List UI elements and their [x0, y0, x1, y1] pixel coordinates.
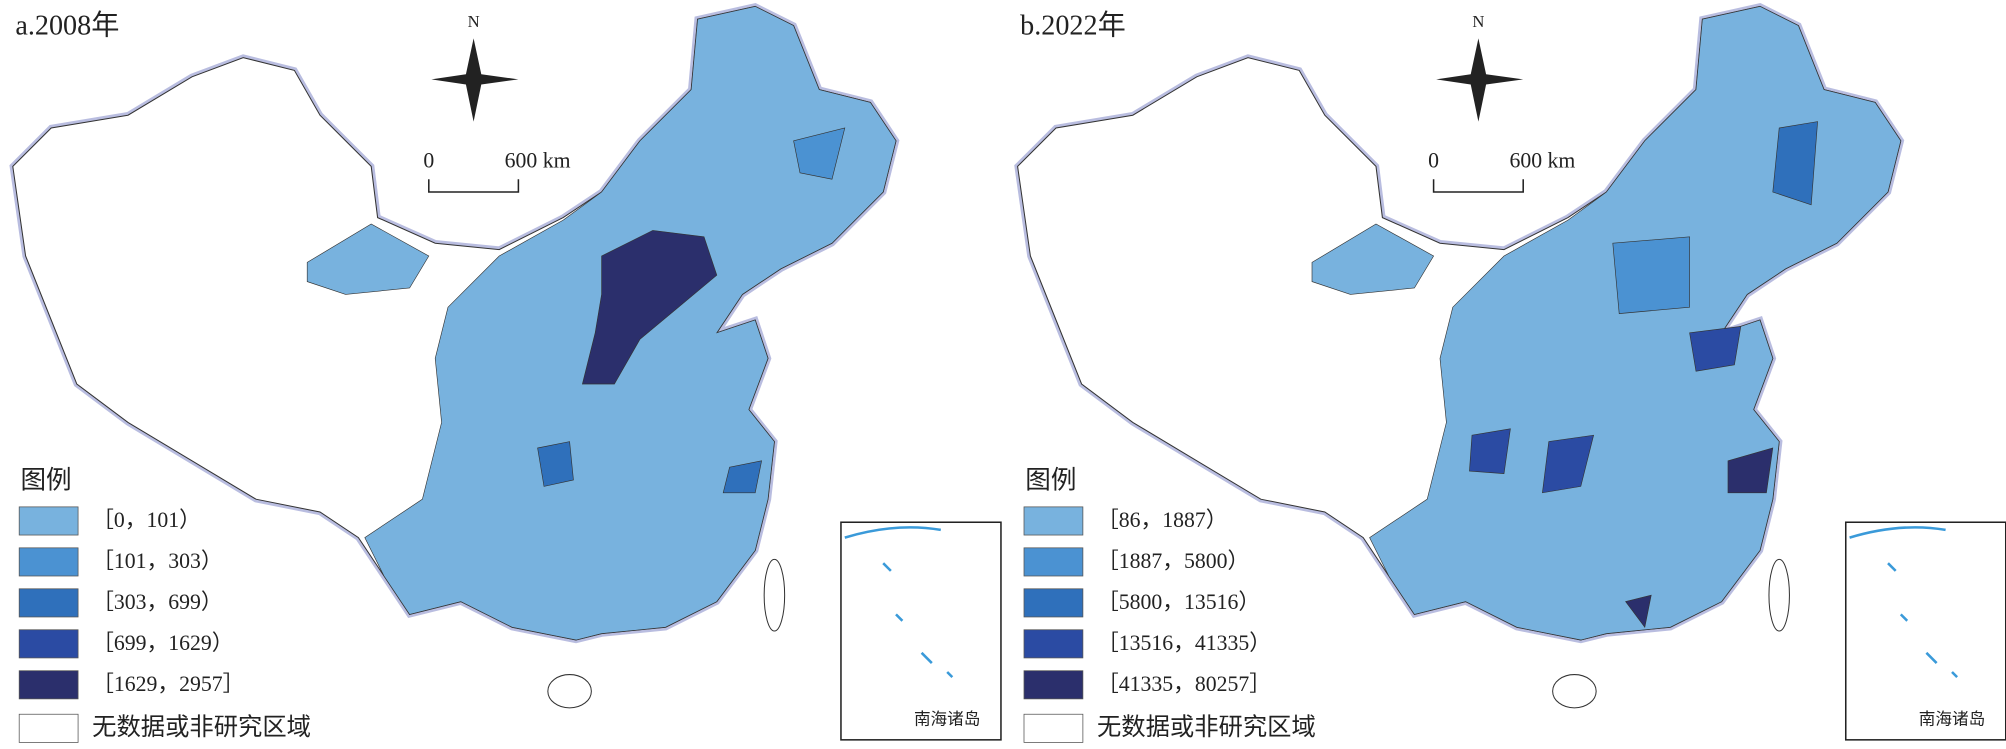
- scale-label: 0: [423, 149, 434, 173]
- legend-label: ［41335，80257］: [1097, 672, 1271, 696]
- north-arrow: [431, 38, 519, 122]
- legend-label: 无数据或非研究区域: [1097, 714, 1316, 741]
- legend-label: ［303，699）: [92, 590, 223, 614]
- legend-swatch: [1023, 629, 1084, 659]
- legend-title: 图例: [1025, 465, 1076, 494]
- legend-swatch: [18, 629, 79, 659]
- hainan-island: [547, 674, 592, 709]
- legend-swatch: [18, 670, 79, 700]
- legend-label: ［1629，2957］: [92, 672, 244, 696]
- region-fill: [1369, 6, 1902, 641]
- legend-swatch: [18, 713, 79, 743]
- legend-label: 无数据或非研究区域: [92, 714, 311, 741]
- region-fill: [793, 127, 846, 180]
- scale-bar: [428, 179, 520, 193]
- inset-coast: [1849, 526, 1959, 679]
- scale-label: 0: [1428, 149, 1439, 173]
- north-arrow: [1436, 38, 1524, 122]
- region-fill: [306, 223, 430, 295]
- region-fill: [1727, 447, 1774, 494]
- legend-label: ［5800，13516）: [1097, 590, 1260, 614]
- region-fill: [537, 441, 574, 487]
- scale-label: 600 km: [1509, 149, 1575, 173]
- scale-label: 600 km: [505, 149, 571, 173]
- legend-swatch: [18, 588, 79, 618]
- region-fill: [1469, 428, 1511, 474]
- region-fill: [581, 230, 718, 385]
- map-panel: a.2008年 N 0 600 km 南海诸岛 图例 ［0，101） ［101，303） ［30…: [9, 3, 1002, 743]
- legend-swatch: [1023, 547, 1084, 577]
- legend-swatch: [18, 547, 79, 577]
- taiwan-island: [1768, 558, 1790, 632]
- region-fill: [1625, 594, 1652, 628]
- panel-title: b.2022年: [1020, 10, 1126, 42]
- legend-label: ［699，1629）: [92, 631, 233, 655]
- taiwan-island: [763, 558, 786, 632]
- inset-frame: [1844, 521, 2006, 741]
- scale-bar: [1432, 179, 1524, 193]
- inset-frame: [840, 521, 1002, 741]
- legend-swatch: [1023, 713, 1084, 743]
- legend-label: ［86，1887）: [1097, 508, 1228, 532]
- legend-swatch: [1023, 670, 1084, 700]
- legend-title: 图例: [20, 465, 71, 494]
- north-label: N: [1472, 12, 1484, 31]
- inset-coast: [844, 526, 954, 679]
- region-fill: [1772, 121, 1818, 206]
- region-fill: [1542, 434, 1595, 494]
- panel-title: a.2008年: [15, 10, 119, 42]
- north-label: N: [468, 12, 480, 31]
- legend-label: ［101，303）: [92, 549, 223, 573]
- legend-label: ［0，101）: [92, 508, 201, 532]
- legend-label: ［13516，41335）: [1097, 631, 1271, 655]
- map-panel: b.2022年 N 0 600 km 南海诸岛 图例 ［86，1887） ［1887，5800…: [1014, 3, 2006, 743]
- inset-label: 南海诸岛: [914, 709, 981, 728]
- legend-swatch: [1023, 588, 1084, 618]
- legend-swatch: [1023, 506, 1084, 536]
- hainan-island: [1552, 674, 1597, 709]
- legend-label: ［1887，5800）: [1097, 549, 1249, 573]
- inset-label: 南海诸岛: [1919, 709, 1986, 728]
- legend-swatch: [18, 506, 79, 536]
- region-fill: [1311, 223, 1435, 295]
- region-fill: [1612, 236, 1690, 314]
- region-fill: [1689, 326, 1742, 372]
- region-fill: [722, 460, 763, 494]
